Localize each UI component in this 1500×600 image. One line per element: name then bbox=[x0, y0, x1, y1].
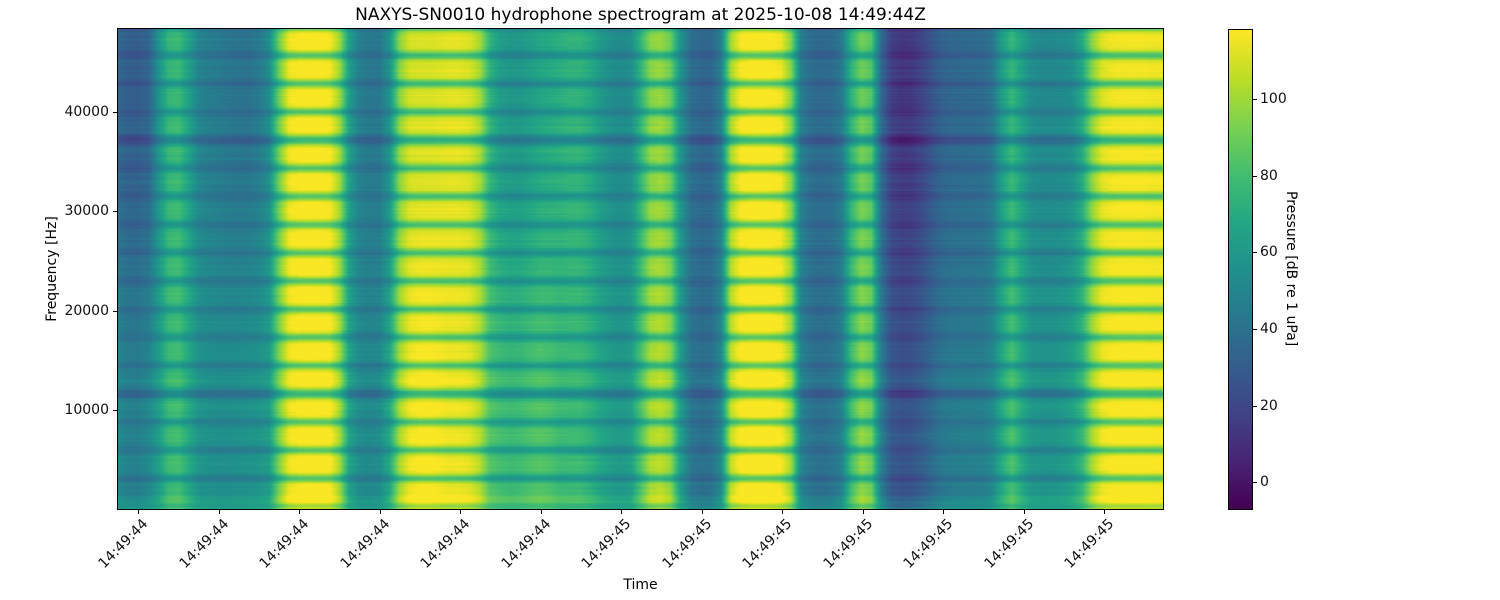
x-axis-label: Time bbox=[623, 577, 658, 593]
colorbar bbox=[1228, 29, 1253, 510]
colorbar-tick-mark bbox=[1253, 252, 1257, 254]
colorbar-tick-mark bbox=[1253, 405, 1257, 407]
y-tick-label: 30000 bbox=[64, 203, 109, 220]
colorbar-label: Pressure [dB re 1 uPa] bbox=[1283, 191, 1299, 347]
x-tick-mark bbox=[943, 510, 944, 514]
y-tick-mark bbox=[113, 211, 117, 213]
plot-area bbox=[117, 28, 1164, 510]
x-tick-mark bbox=[1023, 510, 1025, 514]
y-tick-mark bbox=[113, 409, 117, 411]
colorbar-tick-mark bbox=[1253, 482, 1257, 484]
x-tick-mark bbox=[218, 510, 220, 514]
x-tick-mark bbox=[1104, 510, 1105, 514]
y-tick-mark bbox=[113, 310, 117, 312]
colorbar-tick-label: 60 bbox=[1260, 244, 1278, 261]
y-axis-label: Frequency [Hz] bbox=[44, 216, 60, 322]
colorbar-tick-mark bbox=[1253, 175, 1257, 177]
colorbar-tick-label: 0 bbox=[1260, 474, 1269, 491]
x-tick-mark bbox=[138, 510, 139, 514]
chart-title: NAXYS-SN0010 hydrophone spectrogram at 2… bbox=[355, 5, 926, 25]
x-tick-mark bbox=[782, 510, 783, 514]
y-tick-label: 20000 bbox=[64, 302, 109, 319]
x-tick-mark bbox=[299, 510, 300, 514]
x-tick-mark bbox=[701, 510, 703, 514]
colorbar-tick-label: 20 bbox=[1260, 397, 1278, 414]
x-tick-mark bbox=[379, 510, 381, 514]
x-tick-mark bbox=[460, 510, 461, 514]
colorbar-tick-mark bbox=[1253, 98, 1257, 100]
y-tick-label: 40000 bbox=[64, 104, 109, 121]
colorbar-tick-mark bbox=[1253, 328, 1257, 330]
x-tick-mark bbox=[862, 510, 864, 514]
spectrogram-image bbox=[118, 29, 1163, 509]
colorbar-gradient bbox=[1229, 30, 1252, 509]
colorbar-tick-label: 100 bbox=[1260, 90, 1287, 107]
colorbar-tick-label: 80 bbox=[1260, 167, 1278, 184]
x-tick-mark bbox=[621, 510, 622, 514]
x-tick-mark bbox=[540, 510, 542, 514]
colorbar-tick-label: 40 bbox=[1260, 320, 1278, 337]
y-tick-mark bbox=[113, 112, 117, 114]
y-tick-label: 10000 bbox=[64, 401, 109, 418]
